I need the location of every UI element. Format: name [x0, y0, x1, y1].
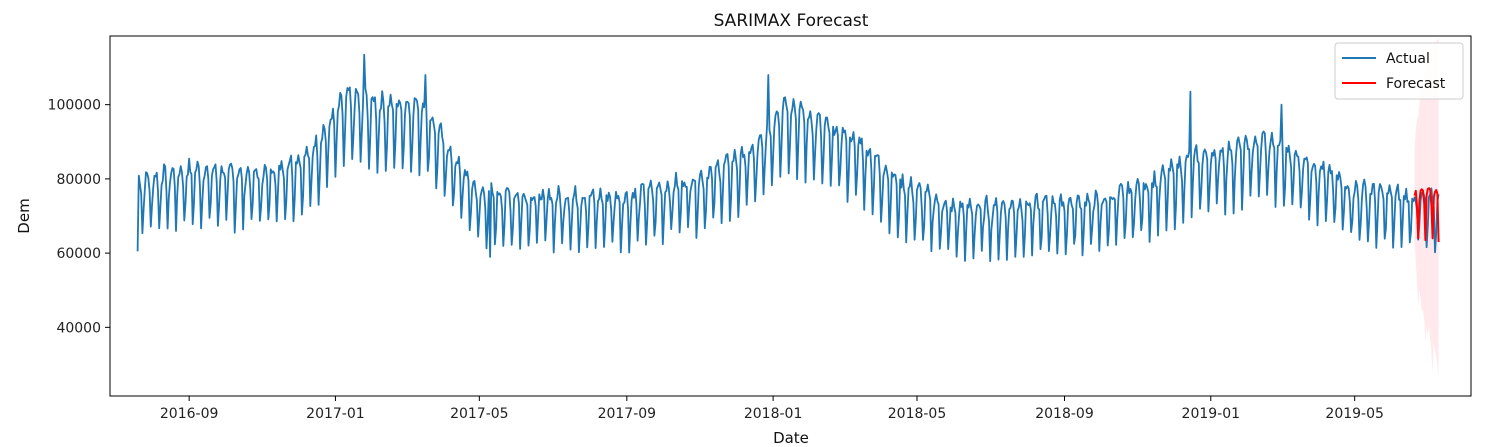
- legend: Actual Forecast: [1334, 42, 1464, 100]
- actual-series: [136, 53, 1440, 263]
- y-tick-label: 60000: [56, 246, 101, 262]
- legend-forecast-label: Forecast: [1386, 76, 1446, 92]
- plot-area: [136, 37, 1440, 378]
- x-tick-label: 2019-01: [1182, 406, 1241, 422]
- y-axis: 40000 60000 80000 100000: [48, 98, 110, 336]
- x-tick-label: 2017-09: [598, 406, 657, 422]
- y-axis-label: Dem: [15, 198, 33, 233]
- x-tick-label: 2018-05: [888, 406, 947, 422]
- x-tick-label: 2017-01: [306, 406, 365, 422]
- x-tick-label: 2016-09: [160, 406, 219, 422]
- y-tick-label: 80000: [56, 172, 101, 188]
- x-tick-label: 2018-09: [1035, 406, 1094, 422]
- y-tick-label: 40000: [56, 320, 101, 336]
- x-tick-label: 2017-05: [450, 406, 509, 422]
- x-axis-label: Date: [773, 429, 809, 447]
- actual-line: [136, 53, 1440, 263]
- y-tick-label: 100000: [48, 98, 101, 114]
- x-axis: 2016-09 2017-01 2017-05 2017-09 2018-01 2018-…: [160, 396, 1384, 422]
- x-tick-label: 2019-05: [1325, 406, 1384, 422]
- legend-actual-label: Actual: [1386, 51, 1430, 67]
- axes-frame: [109, 35, 1472, 397]
- forecast-series: [1413, 187, 1440, 243]
- x-tick-label: 2018-01: [744, 406, 803, 422]
- forecast-line: [1413, 187, 1440, 243]
- chart-title: SARIMAX Forecast: [714, 11, 869, 31]
